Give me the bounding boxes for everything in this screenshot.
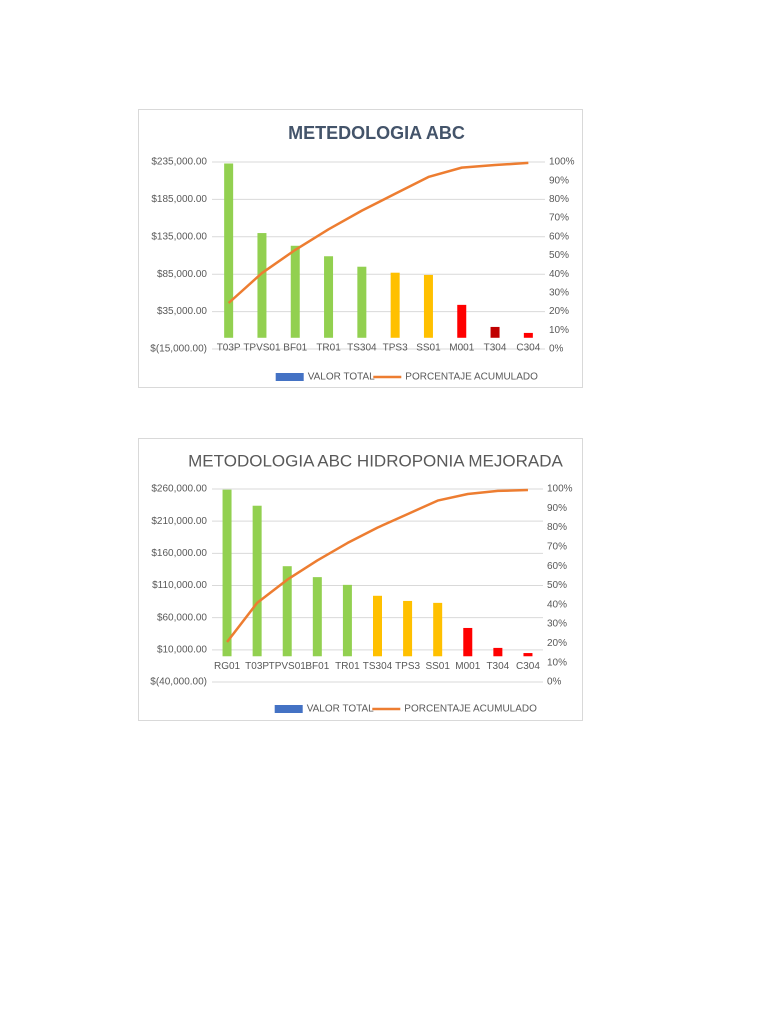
bar: [403, 600, 413, 657]
bar: [490, 326, 500, 338]
x-tick-label: T304: [486, 661, 509, 672]
bar: [523, 332, 533, 338]
y2-tick-label: 90%: [549, 175, 569, 186]
bar: [357, 266, 367, 338]
bar: [433, 602, 443, 657]
y2-tick-label: 90%: [547, 503, 567, 514]
chart-title: METODOLOGIA ABC HIDROPONIA MEJORADA: [188, 451, 563, 470]
y2-tick-label: 20%: [549, 306, 569, 317]
x-tick-label: T03P: [245, 661, 269, 672]
y-tick-label: $235,000.00: [151, 157, 207, 168]
y-tick-label: $85,000.00: [157, 269, 207, 280]
bar: [252, 505, 262, 657]
y2-tick-label: 0%: [549, 344, 564, 355]
y-tick-label: $(40,000.00): [150, 677, 207, 688]
y2-tick-label: 70%: [547, 542, 567, 553]
y2-tick-label: 80%: [547, 522, 567, 533]
y2-tick-label: 50%: [547, 580, 567, 591]
legend-label: PORCENTAJE ACUMULADO: [405, 372, 538, 383]
x-tick-label: M001: [449, 342, 474, 353]
x-tick-label: TS304: [363, 661, 393, 672]
bar: [342, 584, 352, 657]
cumulative-line: [226, 488, 528, 643]
x-tick-label: C304: [516, 342, 540, 353]
y2-tick-label: 100%: [549, 157, 575, 168]
bar: [222, 489, 232, 657]
y2-tick-label: 50%: [549, 250, 569, 261]
y2-tick-label: 30%: [547, 619, 567, 630]
y-tick-label: $135,000.00: [151, 231, 207, 242]
x-tick-label: BF01: [305, 661, 329, 672]
x-tick-label: TPS3: [383, 342, 408, 353]
bar: [290, 245, 300, 338]
y-tick-label: $35,000.00: [157, 306, 207, 317]
y2-tick-label: 40%: [549, 269, 569, 280]
x-tick-label: T03P: [217, 342, 241, 353]
x-tick-label: TPVS01: [269, 661, 307, 672]
cumulative-line: [227, 161, 529, 304]
y-tick-label: $210,000.00: [151, 516, 207, 527]
x-tick-label: SS01: [416, 342, 441, 353]
legend-label: PORCENTAJE ACUMULADO: [404, 704, 537, 715]
bar: [224, 163, 234, 338]
bar: [457, 304, 467, 338]
legend-swatch: [275, 373, 304, 381]
bar: [523, 653, 533, 657]
y2-tick-label: 40%: [547, 599, 567, 610]
x-tick-label: TR01: [316, 342, 341, 353]
y2-tick-label: 30%: [549, 288, 569, 299]
y2-tick-label: 20%: [547, 638, 567, 649]
y-tick-label: $60,000.00: [157, 612, 207, 623]
x-tick-label: TPVS01: [243, 342, 281, 353]
y2-tick-label: 60%: [547, 561, 567, 572]
x-tick-label: TPS3: [395, 661, 420, 672]
x-tick-label: M001: [455, 661, 480, 672]
x-tick-label: SS01: [425, 661, 450, 672]
bar: [324, 256, 334, 338]
bar: [463, 627, 473, 657]
legend-label: VALOR TOTAL: [308, 372, 375, 383]
y-tick-label: $(15,000.00): [150, 344, 207, 355]
bar: [312, 577, 322, 657]
legend-swatch: [274, 705, 303, 713]
legend-label: VALOR TOTAL: [307, 704, 374, 715]
y2-tick-label: 60%: [549, 231, 569, 242]
y2-tick-label: 70%: [549, 213, 569, 224]
y-tick-label: $260,000.00: [151, 484, 207, 495]
y2-tick-label: 10%: [549, 325, 569, 336]
y-tick-label: $110,000.00: [152, 580, 207, 591]
bar: [282, 566, 292, 657]
chart-title: METEDOLOGIA ABC: [288, 123, 465, 143]
x-tick-label: RG01: [214, 661, 241, 672]
bar: [423, 274, 433, 338]
bar: [493, 647, 503, 657]
x-tick-label: BF01: [283, 342, 307, 353]
x-tick-label: TS304: [347, 342, 377, 353]
bar: [390, 272, 400, 338]
y-tick-label: $10,000.00: [157, 644, 207, 655]
y-tick-label: $160,000.00: [151, 548, 207, 559]
y2-tick-label: 100%: [547, 484, 573, 495]
y2-tick-label: 0%: [547, 677, 562, 688]
x-tick-label: C304: [516, 661, 540, 672]
y-tick-label: $185,000.00: [151, 194, 207, 205]
x-tick-label: TR01: [335, 661, 360, 672]
chart-frame: [138, 109, 583, 388]
y2-tick-label: 10%: [547, 657, 567, 668]
bar: [373, 595, 382, 657]
chart-frame: [138, 438, 583, 721]
y2-tick-label: 80%: [549, 194, 569, 205]
x-tick-label: T304: [484, 342, 507, 353]
bar: [257, 233, 267, 338]
